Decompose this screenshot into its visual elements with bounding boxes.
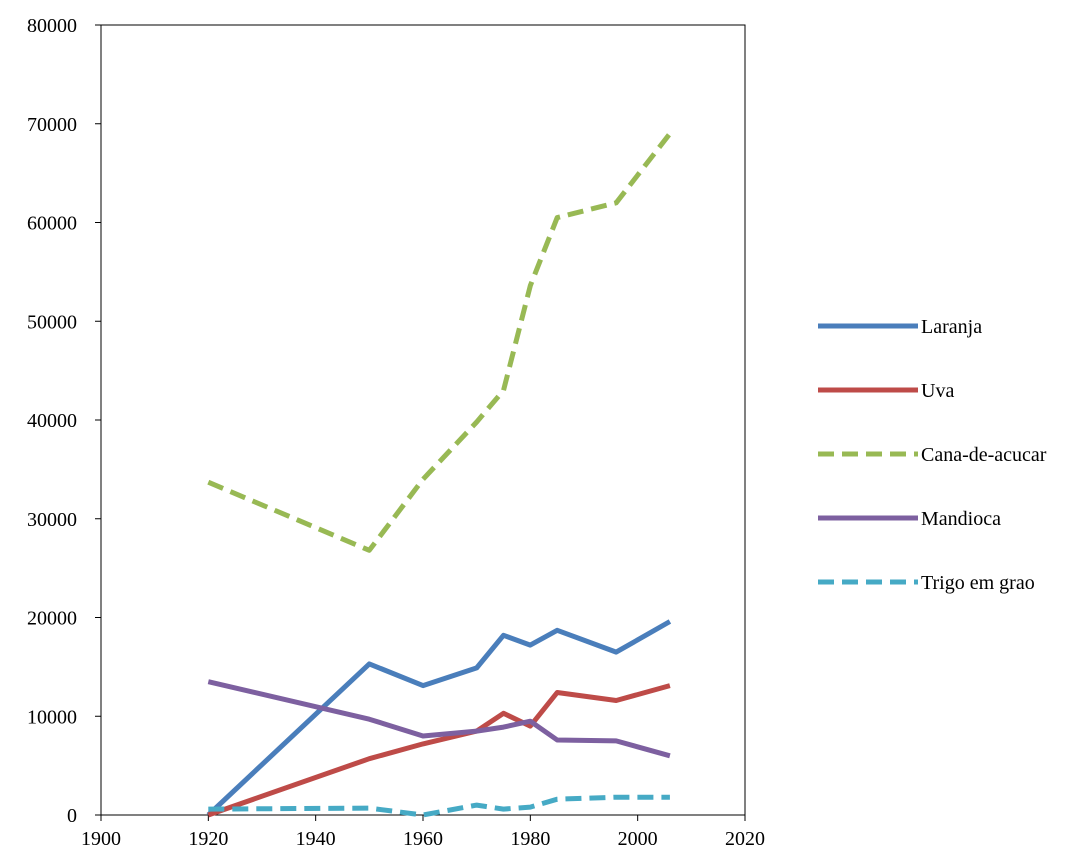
legend-label-cana-de-acucar: Cana-de-acucar bbox=[921, 444, 1047, 466]
plot-area-frame bbox=[100, 24, 746, 816]
y-tick-label: 10000 bbox=[27, 706, 77, 728]
x-tick-label: 1980 bbox=[510, 828, 550, 850]
x-tick-label: 2000 bbox=[618, 828, 658, 850]
x-axis: 1900 1920 1940 1960 1980 2000 2020 bbox=[81, 815, 765, 850]
legend-label-laranja: Laranja bbox=[921, 316, 982, 338]
y-tick-label: 70000 bbox=[27, 114, 77, 136]
y-tick-label: 20000 bbox=[27, 608, 77, 630]
y-tick-label: 0 bbox=[67, 805, 77, 827]
x-tick-label: 2020 bbox=[725, 828, 765, 850]
x-tick-label: 1900 bbox=[81, 828, 121, 850]
series-line-cana-de-acucar bbox=[207, 132, 672, 553]
y-tick-label: 50000 bbox=[27, 311, 77, 333]
y-tick-label: 60000 bbox=[27, 213, 77, 235]
y-tick-label: 30000 bbox=[27, 509, 77, 531]
legend-label-mandioca: Mandioca bbox=[921, 508, 1001, 530]
legend-label-trigo-em-grao: Trigo em grao bbox=[921, 572, 1035, 594]
series-layer bbox=[206, 132, 672, 818]
legend-label-uva: Uva bbox=[921, 380, 954, 402]
series-line-mandioca bbox=[207, 679, 671, 759]
series-line-trigo-em-grao bbox=[208, 794, 670, 818]
y-tick-label: 80000 bbox=[27, 15, 77, 37]
series-line-laranja bbox=[206, 619, 672, 817]
x-tick-label: 1940 bbox=[296, 828, 336, 850]
legend: Laranja Uva Cana-de-acucar Mandioca Trigo em… bbox=[818, 316, 1047, 594]
y-tick-label: 40000 bbox=[27, 410, 77, 432]
x-tick-label: 1960 bbox=[403, 828, 443, 850]
series-line-uva bbox=[207, 683, 671, 818]
y-axis: 0 10000 20000 30000 40000 50000 60000 70000 8000… bbox=[27, 15, 101, 827]
x-tick-label: 1920 bbox=[188, 828, 228, 850]
